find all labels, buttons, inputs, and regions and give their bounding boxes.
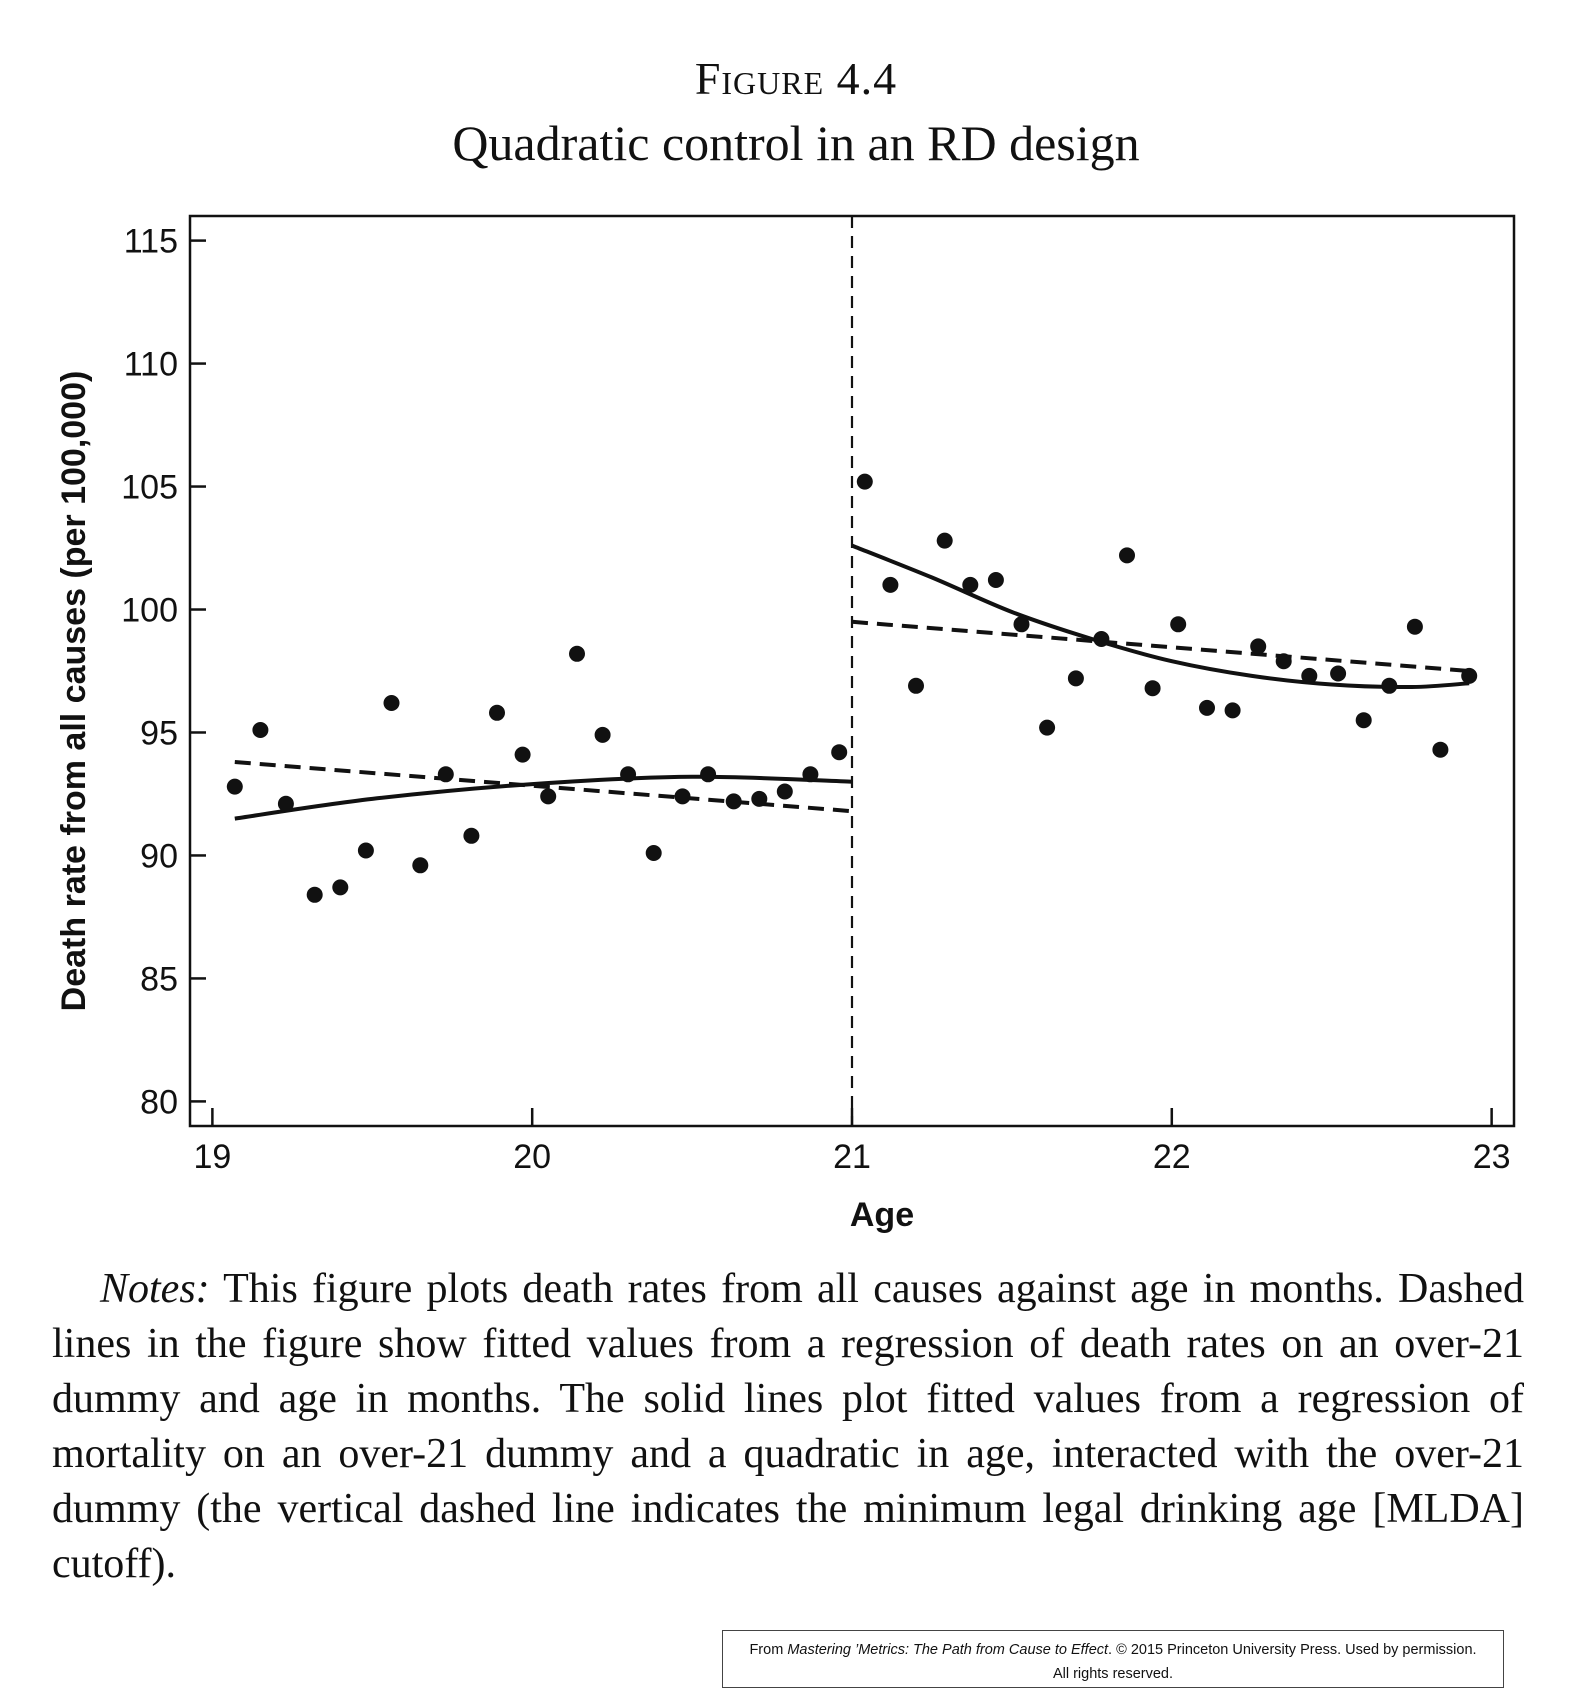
data-point-22 (802, 766, 819, 783)
data-point-16 (645, 845, 662, 861)
data-point-11 (514, 746, 531, 763)
data-point-9 (463, 827, 480, 844)
figure-label: Figure 4.4 (694, 53, 898, 104)
y-tick-label-90: 90 (140, 837, 178, 875)
data-point-31 (1039, 719, 1056, 736)
data-point-42 (1330, 665, 1347, 682)
data-point-12 (540, 788, 557, 805)
data-point-45 (1406, 618, 1423, 635)
data-point-38 (1224, 702, 1241, 719)
x-tick-label-22: 22 (1153, 1138, 1191, 1176)
fit-lines (234, 216, 1470, 1126)
data-point-39 (1250, 638, 1267, 655)
y-tick-label-80: 80 (140, 1083, 178, 1121)
x-tick-label-21: 21 (833, 1138, 871, 1176)
data-point-29 (987, 572, 1004, 588)
data-point-34 (1119, 547, 1135, 564)
data-point-15 (620, 766, 637, 783)
data-point-6 (383, 695, 400, 711)
data-point-0 (226, 778, 243, 795)
linear-fit-under-21 (234, 760, 853, 814)
data-points (226, 473, 1478, 903)
x-axis-title: Age (850, 1196, 914, 1234)
data-point-43 (1355, 712, 1372, 729)
data-point-5 (357, 842, 374, 859)
data-point-26 (908, 677, 924, 694)
data-point-21 (776, 783, 793, 800)
data-point-35 (1144, 680, 1161, 697)
data-point-37 (1199, 699, 1215, 716)
data-point-30 (1013, 616, 1030, 633)
data-point-13 (569, 645, 585, 662)
data-point-33 (1093, 631, 1110, 647)
data-point-2 (277, 795, 294, 812)
y-tick-label-100: 100 (121, 592, 178, 630)
rd-scatter-chart: 80 85 90 95 100 105 110 115 19 20 21 22 23 Age Death… (55, 214, 1516, 1234)
data-point-25 (882, 576, 899, 593)
data-point-40 (1275, 653, 1292, 670)
data-point-7 (412, 857, 429, 874)
data-point-46 (1432, 741, 1449, 758)
notes-text: This figure plots death rates from all c… (52, 1266, 1524, 1587)
credit-prefix: From (749, 1642, 788, 1658)
data-point-17 (674, 788, 691, 805)
data-point-32 (1067, 670, 1084, 687)
credit-book: Mastering ’Metrics: The Path from Cause … (787, 1642, 1109, 1658)
quadratic-fit-over-21 (851, 543, 1470, 690)
data-point-3 (306, 886, 323, 903)
data-point-10 (489, 704, 505, 721)
y-axis-title: Death rate from all causes (per 100,000) (55, 371, 93, 1012)
y-tick-label-105: 105 (121, 469, 178, 507)
data-point-8 (437, 766, 454, 783)
data-point-18 (700, 766, 717, 783)
data-point-36 (1170, 616, 1187, 633)
x-tick-label-19: 19 (193, 1138, 231, 1176)
data-point-24 (856, 473, 873, 490)
credit-line2: All rights reserved. (1052, 1666, 1174, 1682)
x-tick-label-20: 20 (513, 1138, 551, 1176)
data-point-47 (1461, 667, 1478, 684)
y-tick-label-95: 95 (140, 714, 178, 752)
y-tick-label-110: 110 (124, 346, 178, 384)
credit-box: From Mastering ’Metrics: The Path from C… (722, 1630, 1504, 1688)
data-point-23 (831, 744, 848, 761)
data-point-19 (725, 793, 742, 810)
data-point-1 (252, 722, 269, 738)
notes-label: Notes: (100, 1266, 210, 1312)
data-point-44 (1381, 677, 1398, 694)
data-point-4 (332, 879, 349, 896)
data-point-20 (751, 790, 768, 807)
linear-fit-over-21 (851, 619, 1470, 673)
data-point-41 (1301, 667, 1318, 684)
chart-ticks: 80 85 90 95 100 105 110 115 19 20 21 22 23 (121, 223, 1510, 1176)
figure-notes: Notes: This figure plots death rates fro… (52, 1262, 1524, 1592)
y-tick-label-115: 115 (124, 223, 178, 261)
data-point-28 (962, 576, 979, 593)
credit-suffix: . © 2015 Princeton University Press. Use… (1108, 1642, 1477, 1658)
x-tick-label-23: 23 (1473, 1138, 1511, 1176)
quadratic-fit-under-21 (234, 774, 853, 821)
data-point-27 (936, 532, 953, 549)
figure-title: Quadratic control in an RD design (452, 115, 1140, 171)
data-point-14 (594, 726, 611, 743)
y-tick-label-85: 85 (140, 960, 178, 998)
